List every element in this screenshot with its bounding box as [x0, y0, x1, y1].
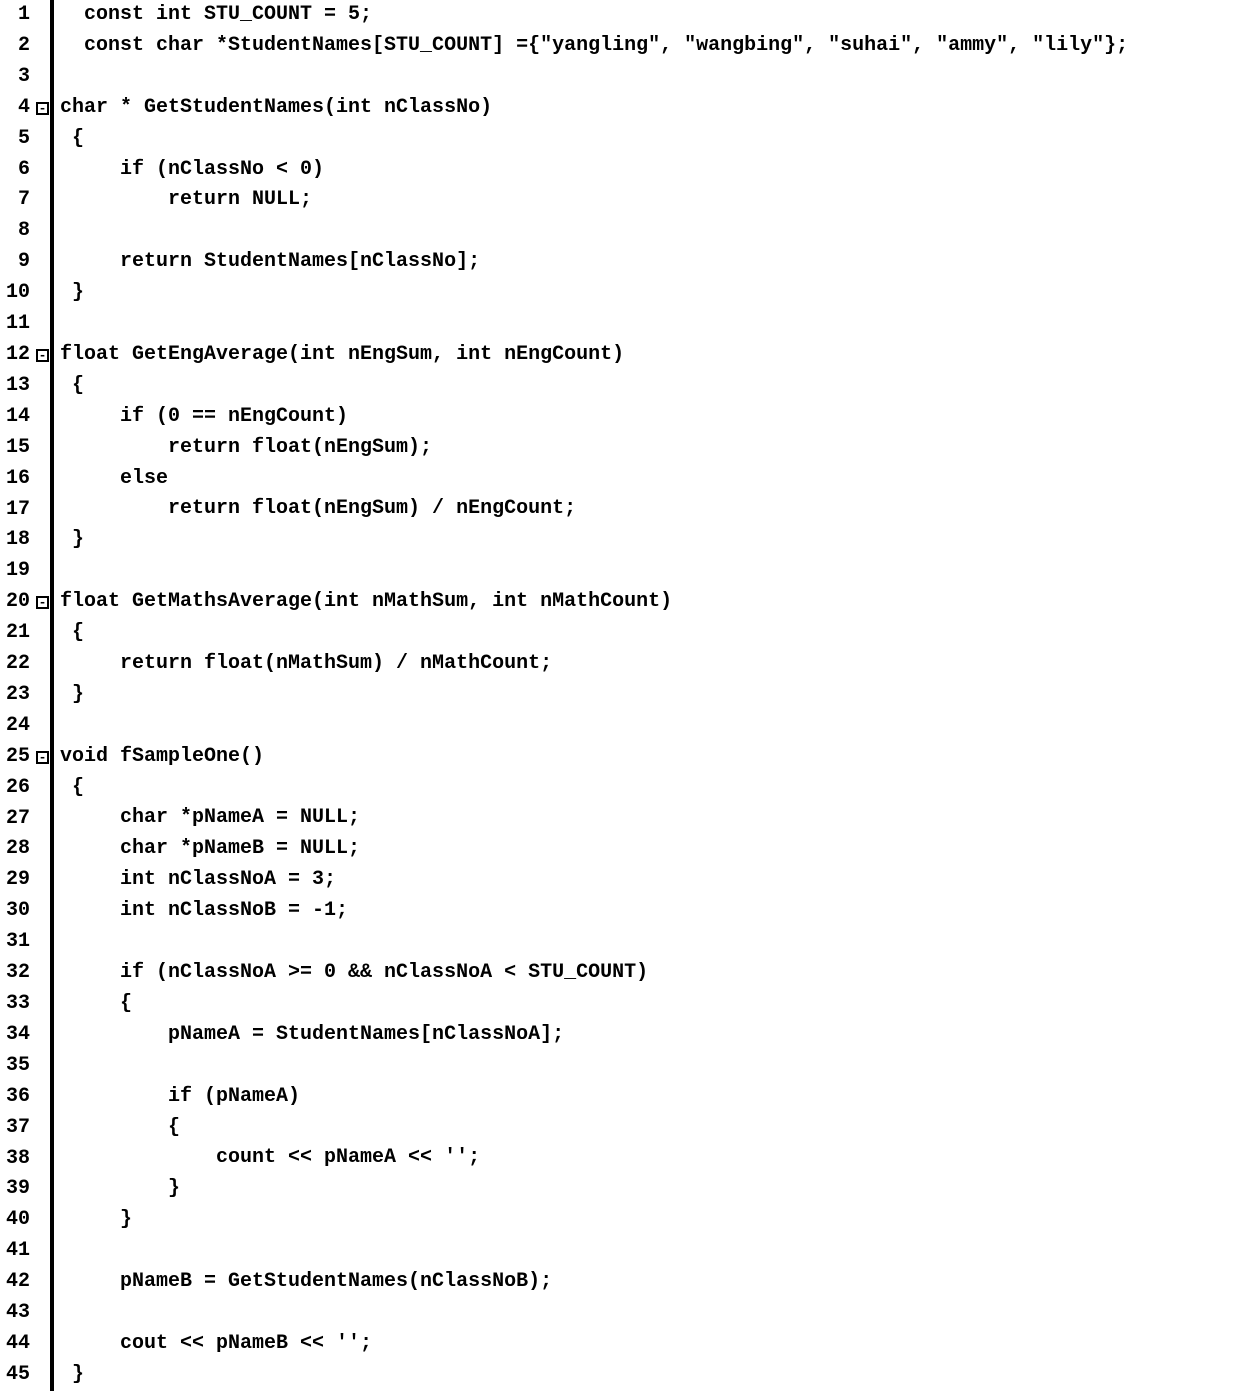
line-number: 1: [0, 0, 30, 31]
code-line[interactable]: float GetEngAverage(int nEngSum, int nEn…: [60, 340, 1128, 371]
line-number: 6: [0, 155, 30, 186]
fold-toggle-icon[interactable]: -: [36, 751, 49, 764]
code-line[interactable]: [60, 216, 1128, 247]
line-number: 3: [0, 62, 30, 93]
code-line[interactable]: float GetMathsAverage(int nMathSum, int …: [60, 587, 1128, 618]
fold-toggle-icon[interactable]: -: [36, 102, 49, 115]
line-number: 38: [0, 1144, 30, 1175]
line-number: 14: [0, 402, 30, 433]
code-line[interactable]: return StudentNames[nClassNo];: [60, 247, 1128, 278]
fold-toggle-icon[interactable]: -: [36, 349, 49, 362]
fold-column: - - - -: [34, 0, 54, 1391]
line-number: 5: [0, 124, 30, 155]
line-number: 39: [0, 1174, 30, 1205]
code-line[interactable]: {: [60, 618, 1128, 649]
code-line[interactable]: }: [60, 1205, 1128, 1236]
code-line[interactable]: return float(nMathSum) / nMathCount;: [60, 649, 1128, 680]
line-number: 10: [0, 278, 30, 309]
code-line[interactable]: [60, 927, 1128, 958]
line-number: 12: [0, 340, 30, 371]
line-number: 34: [0, 1020, 30, 1051]
line-number-gutter: 1234567891011121314151617181920212223242…: [0, 0, 34, 1391]
code-line[interactable]: const int STU_COUNT = 5;: [60, 0, 1128, 31]
code-line[interactable]: void fSampleOne(): [60, 742, 1128, 773]
line-number: 42: [0, 1267, 30, 1298]
code-line[interactable]: pNameA = StudentNames[nClassNoA];: [60, 1020, 1128, 1051]
line-number: 33: [0, 989, 30, 1020]
line-number: 37: [0, 1113, 30, 1144]
line-number: 24: [0, 711, 30, 742]
line-number: 28: [0, 834, 30, 865]
code-editor: 1234567891011121314151617181920212223242…: [0, 0, 1240, 1391]
code-line[interactable]: pNameB = GetStudentNames(nClassNoB);: [60, 1267, 1128, 1298]
line-number: 25: [0, 742, 30, 773]
code-line[interactable]: }: [60, 1174, 1128, 1205]
code-line[interactable]: {: [60, 989, 1128, 1020]
code-line[interactable]: const char *StudentNames[STU_COUNT] ={"y…: [60, 31, 1128, 62]
code-line[interactable]: return float(nEngSum) / nEngCount;: [60, 494, 1128, 525]
code-line[interactable]: char * GetStudentNames(int nClassNo): [60, 93, 1128, 124]
code-line[interactable]: [60, 711, 1128, 742]
line-number: 41: [0, 1236, 30, 1267]
line-number: 8: [0, 216, 30, 247]
code-line[interactable]: }: [60, 1360, 1128, 1391]
code-area[interactable]: const int STU_COUNT = 5; const char *Stu…: [54, 0, 1128, 1391]
line-number: 9: [0, 247, 30, 278]
code-line[interactable]: else: [60, 464, 1128, 495]
code-line[interactable]: if (0 == nEngCount): [60, 402, 1128, 433]
code-line[interactable]: char *pNameA = NULL;: [60, 803, 1128, 834]
code-line[interactable]: [60, 1236, 1128, 1267]
code-line[interactable]: return float(nEngSum);: [60, 433, 1128, 464]
code-line[interactable]: char *pNameB = NULL;: [60, 834, 1128, 865]
line-number: 15: [0, 433, 30, 464]
code-line[interactable]: int nClassNoB = -1;: [60, 896, 1128, 927]
line-number: 36: [0, 1082, 30, 1113]
line-number: 4: [0, 93, 30, 124]
code-line[interactable]: count << pNameA << '';: [60, 1143, 1128, 1174]
code-line[interactable]: [60, 309, 1128, 340]
line-number: 44: [0, 1329, 30, 1360]
code-line[interactable]: {: [60, 124, 1128, 155]
code-line[interactable]: {: [60, 371, 1128, 402]
code-line[interactable]: if (nClassNo < 0): [60, 155, 1128, 186]
line-number: 26: [0, 773, 30, 804]
line-number: 35: [0, 1051, 30, 1082]
code-line[interactable]: {: [60, 773, 1128, 804]
line-number: 2: [0, 31, 30, 62]
line-number: 40: [0, 1205, 30, 1236]
line-number: 30: [0, 896, 30, 927]
code-line[interactable]: if (nClassNoA >= 0 && nClassNoA < STU_CO…: [60, 958, 1128, 989]
code-line[interactable]: [60, 1051, 1128, 1082]
code-line[interactable]: if (pNameA): [60, 1082, 1128, 1113]
fold-toggle-icon[interactable]: -: [36, 596, 49, 609]
line-number: 7: [0, 185, 30, 216]
code-line[interactable]: {: [60, 1113, 1128, 1144]
line-number: 23: [0, 680, 30, 711]
line-number: 21: [0, 618, 30, 649]
line-number: 29: [0, 865, 30, 896]
line-number: 45: [0, 1360, 30, 1391]
line-number: 19: [0, 556, 30, 587]
line-number: 13: [0, 371, 30, 402]
code-line[interactable]: }: [60, 680, 1128, 711]
line-number: 27: [0, 804, 30, 835]
line-number: 20: [0, 587, 30, 618]
line-number: 32: [0, 958, 30, 989]
code-line[interactable]: }: [60, 525, 1128, 556]
line-number: 31: [0, 927, 30, 958]
line-number: 22: [0, 649, 30, 680]
code-line[interactable]: [60, 62, 1128, 93]
line-number: 18: [0, 525, 30, 556]
line-number: 16: [0, 464, 30, 495]
code-line[interactable]: return NULL;: [60, 185, 1128, 216]
code-line[interactable]: int nClassNoA = 3;: [60, 865, 1128, 896]
line-number: 43: [0, 1298, 30, 1329]
code-line[interactable]: }: [60, 278, 1128, 309]
code-line[interactable]: [60, 1298, 1128, 1329]
line-number: 17: [0, 495, 30, 526]
code-line[interactable]: cout << pNameB << '';: [60, 1329, 1128, 1360]
code-line[interactable]: [60, 556, 1128, 587]
line-number: 11: [0, 309, 30, 340]
